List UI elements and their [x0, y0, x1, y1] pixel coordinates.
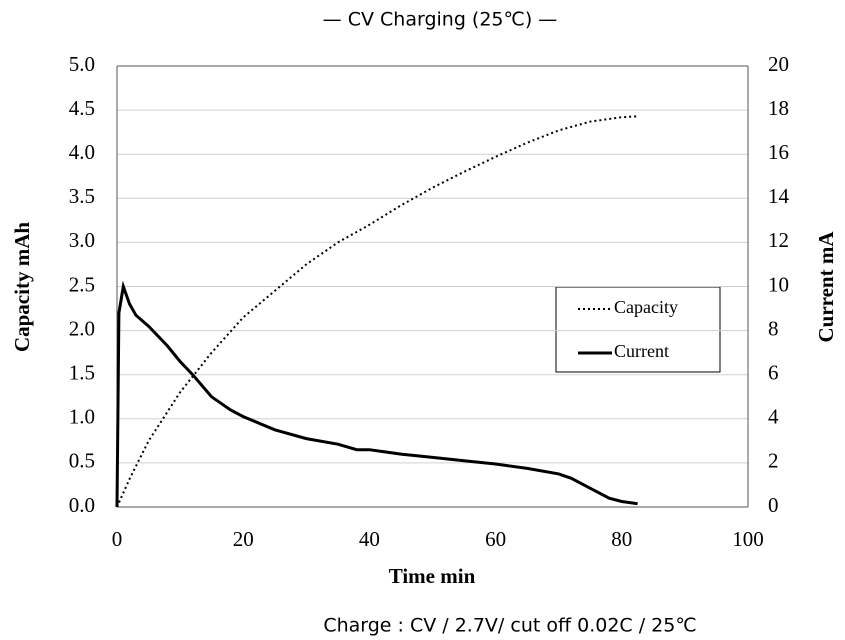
y2-tick-label: 2: [768, 449, 779, 473]
y2-tick-label: 18: [768, 96, 789, 120]
y-tick-label: 0.5: [69, 449, 95, 473]
y-tick-label: 5.0: [69, 52, 95, 76]
x-tick-label: 100: [732, 527, 764, 551]
y-tick-label: 2.0: [69, 316, 95, 340]
legend-label: Capacity: [614, 297, 678, 317]
y2-tick-label: 6: [768, 361, 779, 385]
data-line: [115, 280, 638, 508]
y2-tick-label: 4: [768, 405, 779, 429]
x-axis-label: Time min: [389, 564, 476, 588]
y-tick-label: 1.5: [69, 361, 95, 385]
footnote: Charge : CV / 2.7V/ cut off 0.02C / 25℃: [323, 615, 696, 637]
y2-tick-label: 8: [768, 316, 779, 340]
x-tick-label: 20: [233, 527, 254, 551]
y-axis-label: Capacity mAh: [10, 222, 34, 352]
y-tick-label: 1.0: [69, 405, 95, 429]
legend-label: Current: [614, 341, 669, 361]
x-tick-label: 40: [359, 527, 380, 551]
x-tick-label: 80: [611, 527, 632, 551]
y2-tick-label: 12: [768, 228, 789, 252]
y-tick-label: 4.0: [69, 140, 95, 164]
y2-tick-label: 0: [768, 493, 779, 517]
x-tick-label: 60: [485, 527, 506, 551]
y-tick-label: 4.5: [69, 96, 95, 120]
data-line: [116, 115, 638, 508]
x-tick-label: 0: [112, 527, 123, 551]
chart-title: — CV Charging (25℃) —: [323, 9, 558, 31]
y-tick-label: 3.0: [69, 228, 95, 252]
y-tick-label: 0.0: [69, 493, 95, 517]
y2-tick-label: 14: [768, 184, 790, 208]
y2-tick-label: 16: [768, 140, 789, 164]
y2-tick-label: 10: [768, 272, 789, 296]
y2-axis-label: Current mA: [814, 231, 838, 343]
y2-tick-label: 20: [768, 52, 789, 76]
y-tick-label: 3.5: [69, 184, 95, 208]
y-tick-label: 2.5: [69, 272, 95, 296]
legend-box: [555, 286, 721, 373]
